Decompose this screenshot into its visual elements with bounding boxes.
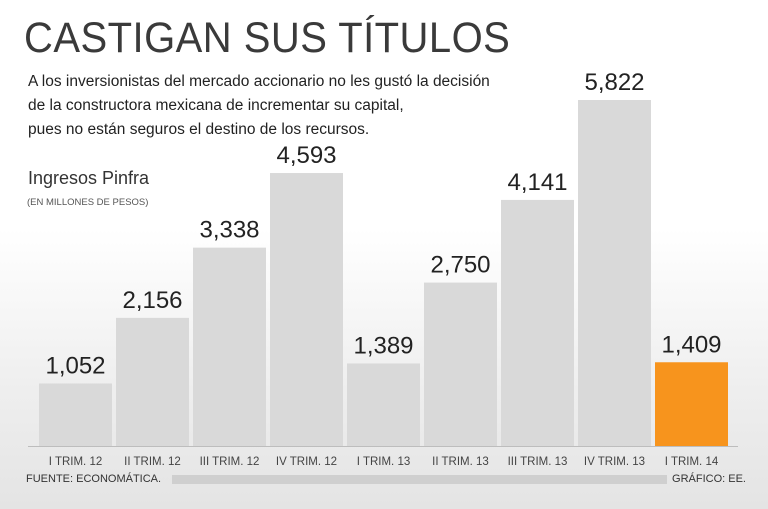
x-tick-label: I TRIM. 14	[665, 456, 719, 468]
data-label: 4,141	[507, 169, 567, 196]
bar	[424, 282, 497, 446]
x-tick-label: IV TRIM. 12	[276, 456, 337, 468]
data-label: 1,409	[661, 331, 721, 358]
units-label: (EN MILLONES DE PESOS)	[27, 197, 149, 208]
x-tick-label: III TRIM. 12	[200, 456, 260, 468]
bar	[578, 100, 651, 446]
bar	[270, 173, 343, 446]
source-note: FUENTE: ECONOMÁTICA.	[26, 473, 162, 485]
bar	[501, 199, 574, 446]
chart-title: CASTIGAN SUS TÍTULOS	[24, 14, 511, 62]
data-label: 1,052	[45, 352, 105, 379]
data-label: 3,338	[199, 217, 259, 244]
data-label: 2,156	[122, 287, 182, 314]
subtitle-line: pues no están seguros el destino de los …	[28, 121, 370, 138]
data-label: 5,822	[584, 69, 644, 96]
x-tick-label: III TRIM. 13	[508, 456, 568, 468]
x-tick-label: II TRIM. 12	[124, 456, 181, 468]
bar	[655, 362, 728, 446]
data-label: 2,750	[430, 252, 490, 279]
subtitle-line: de la constructora mexicana de increment…	[28, 97, 404, 114]
x-tick-label: I TRIM. 12	[49, 456, 102, 468]
bar	[39, 383, 112, 446]
y-axis-label: Ingresos Pinfra	[28, 168, 150, 188]
credit-note: GRÁFICO: EE.	[672, 473, 746, 485]
bar	[193, 247, 266, 446]
x-tick-label: II TRIM. 13	[432, 456, 489, 468]
data-label: 4,593	[276, 142, 336, 169]
subtitle-line: A los inversionistas del mercado acciona…	[28, 73, 490, 90]
data-label: 1,389	[353, 332, 413, 359]
bar	[347, 363, 420, 446]
x-tick-label: IV TRIM. 13	[584, 456, 645, 468]
bar	[116, 317, 189, 446]
x-tick-label: I TRIM. 13	[357, 456, 410, 468]
source-divider	[172, 475, 667, 484]
